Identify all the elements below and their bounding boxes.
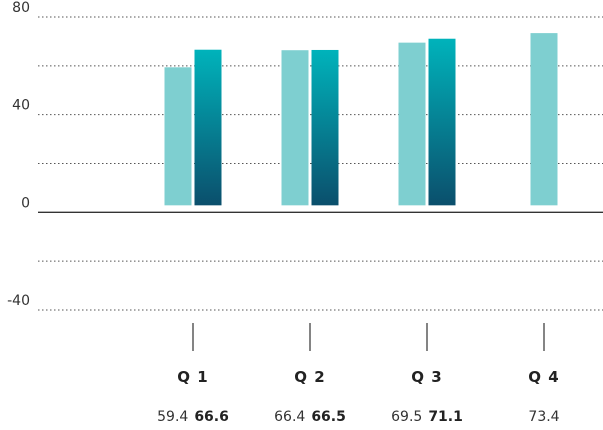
y-tick-label: 80 (12, 0, 30, 16)
category-label: Q 2 (294, 368, 325, 386)
value-label: 59.4 66.6 (157, 409, 229, 425)
category-label: Q 1 (177, 368, 208, 386)
bar-series-1 (281, 50, 309, 206)
y-tick-label: 40 (12, 98, 30, 114)
bar-series-1 (164, 67, 192, 206)
value-label-series-1: 59.4 (157, 409, 188, 425)
value-label: 66.4 66.5 (274, 409, 346, 425)
bars (164, 33, 558, 206)
bar-series-1 (530, 33, 558, 206)
bar-series-2 (311, 49, 339, 206)
value-label: 69.5 71.1 (391, 409, 463, 425)
y-tick-label: 0 (21, 195, 30, 211)
value-label-series-1: 73.4 (528, 409, 559, 425)
value-label-series-1: 69.5 (391, 409, 422, 425)
axes (38, 211, 603, 351)
value-label-series-2: 66.5 (311, 409, 346, 425)
y-tick-label: -40 (7, 293, 30, 309)
bar-series-2 (428, 38, 456, 206)
labels: 80 40 0 -40 Q 1 59.4 66.6 Q 2 66.4 66.5 Q 3 69.5 71.… (7, 0, 560, 425)
value-label-series-2: 66.6 (194, 409, 229, 425)
value-label-series-2: 71.1 (428, 409, 463, 425)
category-label: Q 4 (528, 368, 559, 386)
bar-series-1 (398, 42, 426, 206)
value-label-series-1: 66.4 (274, 409, 305, 425)
bar-series-2 (194, 49, 222, 206)
category-label: Q 3 (411, 368, 442, 386)
value-label: 73.4 (528, 409, 559, 425)
